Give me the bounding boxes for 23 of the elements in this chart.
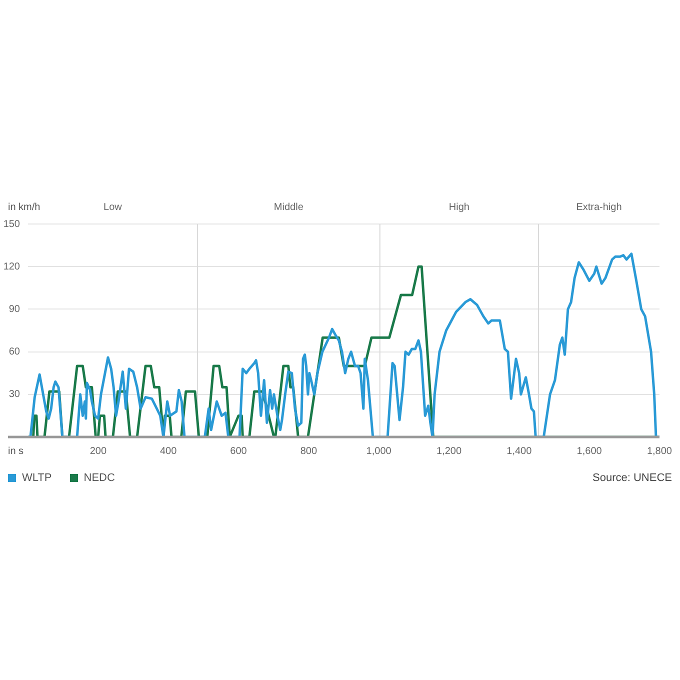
x-axis-title: in s <box>8 446 24 457</box>
y-tick-label: 30 <box>8 389 20 400</box>
x-tick-label: 200 <box>90 446 107 457</box>
x-tick-label: 1,400 <box>506 446 532 457</box>
y-tick-label: 120 <box>3 261 20 272</box>
x-tick-label: 800 <box>300 446 318 457</box>
x-tick-label: 1,600 <box>576 446 602 457</box>
x-tick-label: 600 <box>230 446 248 457</box>
x-tick-label: 1,200 <box>436 446 462 457</box>
legend-label: WLTP <box>21 472 52 484</box>
y-tick-label: 60 <box>8 346 20 358</box>
text: Extra-high <box>576 202 622 213</box>
source-note: Source: UNECE <box>592 472 672 484</box>
y-tick-label: 150 <box>3 218 20 230</box>
x-tick-label: 1,000 <box>366 446 392 457</box>
text: High <box>448 202 470 213</box>
y-tick-label: 90 <box>8 304 20 315</box>
text: Middle <box>274 202 304 213</box>
x-tick-label: 1,800 <box>646 446 672 457</box>
legend-label: NEDC <box>82 472 115 484</box>
text: Low <box>104 202 123 213</box>
x-tick-label: 400 <box>160 446 178 457</box>
y-axis-title: in km/h <box>8 202 40 213</box>
